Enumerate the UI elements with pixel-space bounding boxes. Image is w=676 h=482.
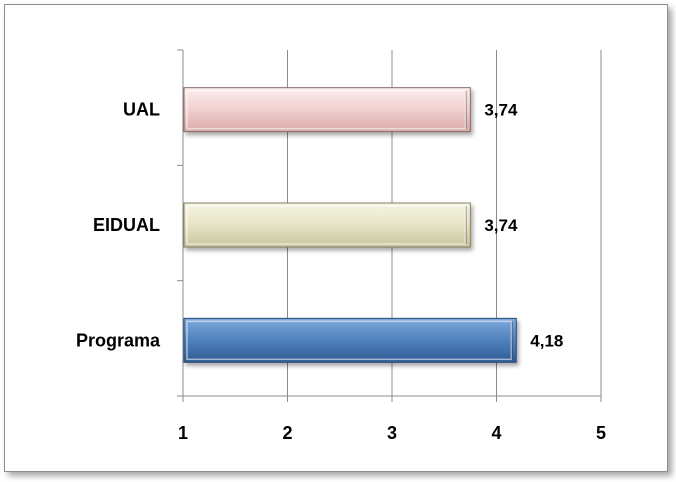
category-label: UAL <box>123 100 160 120</box>
bar-eidual <box>183 202 471 248</box>
bar-programa <box>183 317 517 363</box>
x-tick-label: 5 <box>596 423 606 443</box>
x-tick-label: 1 <box>178 423 188 443</box>
category-label: Programa <box>76 330 161 350</box>
x-tick-label: 3 <box>387 423 397 443</box>
bars <box>183 87 517 363</box>
labels: 1 2 3 4 5 UAL 3,74 EIDUAL 3,74 Programa 4,18 <box>76 100 606 443</box>
bar-ual <box>183 87 471 133</box>
data-label: 3,74 <box>484 216 518 235</box>
category-label: EIDUAL <box>93 215 160 235</box>
x-tick-label: 2 <box>282 423 292 443</box>
data-label: 3,74 <box>484 101 518 120</box>
x-tick-label: 4 <box>491 423 501 443</box>
data-label: 4,18 <box>530 331 563 350</box>
category-axis <box>177 49 602 402</box>
